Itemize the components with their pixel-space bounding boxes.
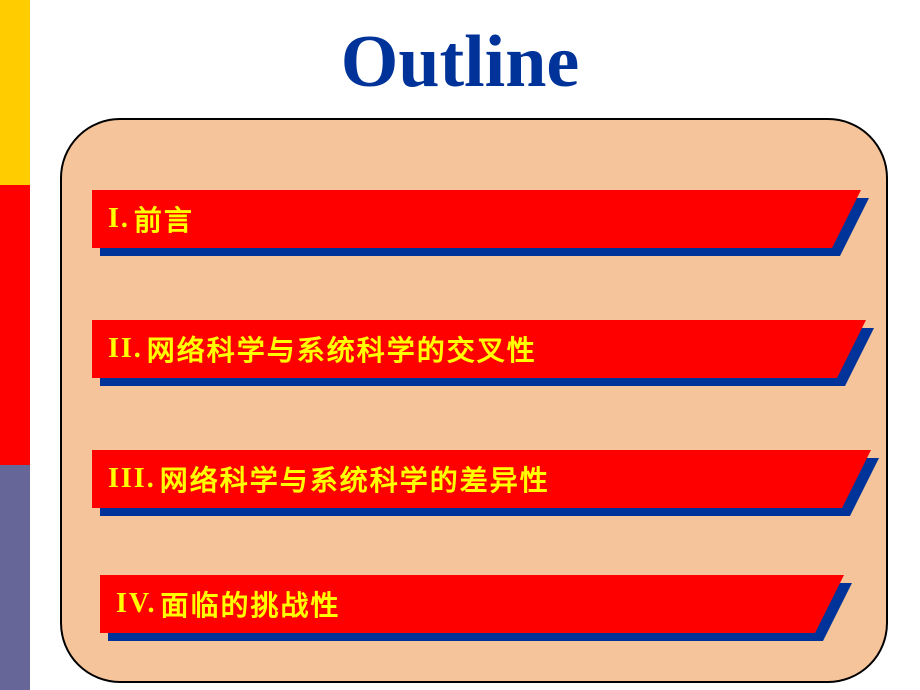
roman-numeral: IV.: [116, 588, 157, 620]
outline-banner-1: I. 前言: [92, 190, 832, 248]
item-text: 网络科学与系统科学的交叉性: [147, 329, 537, 369]
outline-banner-3: III. 网络科学与系统科学的差异性: [92, 450, 842, 508]
sidebar-purple: [0, 465, 30, 690]
roman-numeral: III.: [108, 463, 156, 495]
item-text: 网络科学与系统科学的差异性: [160, 459, 550, 499]
item-text: 前言: [134, 199, 194, 239]
outline-banner-4: IV. 面临的挑战性: [100, 575, 815, 633]
outline-banner-2: II. 网络科学与系统科学的交叉性: [92, 320, 837, 378]
sidebar-yellow: [0, 0, 30, 185]
sidebar-stripe: [0, 0, 30, 690]
roman-numeral: II.: [108, 333, 143, 365]
item-text: 面临的挑战性: [161, 584, 341, 624]
roman-numeral: I.: [108, 203, 130, 235]
sidebar-red: [0, 185, 30, 465]
outline-panel: I. 前言 II. 网络科学与系统科学的交叉性 III. 网络科学与系统科学的差…: [60, 118, 888, 683]
page-title: Outline: [341, 20, 579, 105]
